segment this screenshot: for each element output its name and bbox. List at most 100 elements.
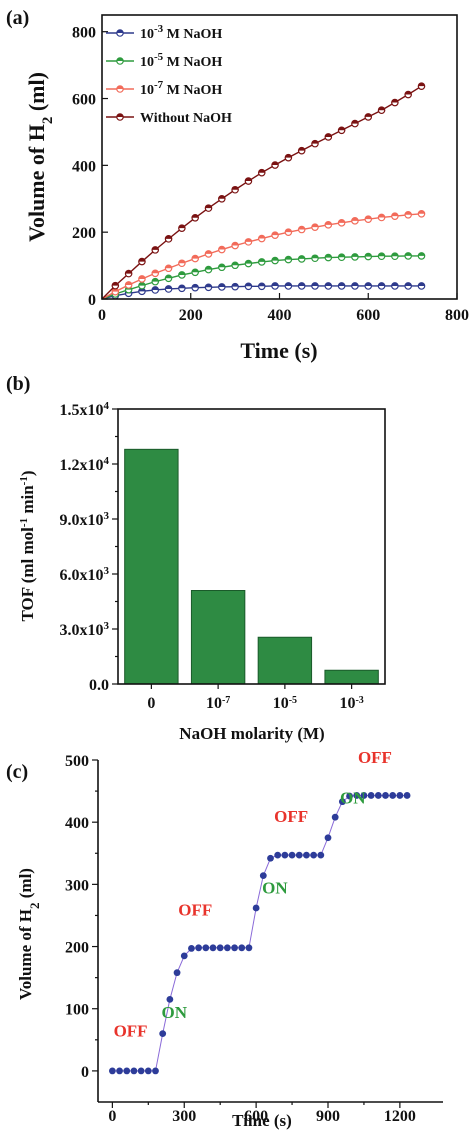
panel-a-data-point-fill bbox=[391, 212, 399, 217]
panel-a-data-point-fill bbox=[311, 255, 319, 259]
panel-a-data-point-fill bbox=[325, 221, 332, 225]
panel-a-data-point-fill bbox=[125, 270, 132, 274]
panel-c-annotation-on: ON bbox=[262, 879, 288, 898]
panel-c-series bbox=[108, 792, 411, 1075]
panel-c-annotation-off: OFF bbox=[358, 748, 392, 767]
panel-a-data-point-fill bbox=[311, 223, 319, 228]
panel-c-data-point bbox=[202, 944, 210, 952]
panel-b-frame bbox=[117, 408, 386, 685]
panel-a-data-point-fill bbox=[258, 283, 265, 287]
panel-c-x-tick-label: 600 bbox=[244, 1108, 268, 1125]
panel-a-data-point-fill bbox=[178, 224, 186, 229]
panel-c-y-tick-label: 400 bbox=[65, 815, 89, 832]
panel-a-data-point-fill bbox=[178, 271, 186, 275]
panel-a-y-tick-label: 400 bbox=[72, 158, 96, 175]
panel-a-data-point-fill bbox=[404, 282, 412, 286]
panel-c-data-point bbox=[389, 792, 397, 799]
panel-a-data-point-fill bbox=[285, 256, 292, 260]
panel-a-data-point-fill bbox=[125, 281, 132, 285]
panel-a-data-point-fill bbox=[271, 282, 279, 286]
panel-b-y-tick-label: 6.0x103 bbox=[60, 565, 110, 584]
panel-c-data-point bbox=[159, 1030, 167, 1037]
legend-label-unit: M NaOH bbox=[163, 55, 222, 70]
panel-b-x-tick-base: 10 bbox=[206, 695, 222, 712]
panel-b-x-tick-label: 10-7 bbox=[206, 695, 230, 713]
panel-b-y-tick-label: 1.5x104 bbox=[60, 400, 110, 419]
panel-c-data-point bbox=[108, 1067, 116, 1075]
panel-a-data-point-fill bbox=[205, 250, 212, 254]
panel-a-data-point-fill bbox=[218, 283, 226, 287]
panel-a-data-point-fill bbox=[138, 258, 146, 262]
legend-label-exponent: -3 bbox=[154, 23, 164, 35]
panel-a-data-point-fill bbox=[231, 283, 239, 287]
panel-b-y-tick-mantissa: 0.0 bbox=[89, 677, 109, 694]
panel-c-x-tick-label: 1200 bbox=[384, 1108, 416, 1125]
panel-a-data-point-fill bbox=[404, 211, 412, 215]
panel-c-data-point bbox=[231, 944, 238, 952]
panel-a-data-point-fill bbox=[258, 235, 265, 239]
panel-a-data-point-fill bbox=[218, 246, 226, 250]
panel-a-data-point-fill bbox=[391, 99, 399, 103]
panel-a-data-point-fill bbox=[365, 113, 372, 117]
panel-a-data-point-fill bbox=[378, 253, 385, 257]
panel-c-annotation-off: OFF bbox=[178, 900, 212, 919]
panel-c-data-point bbox=[152, 1067, 159, 1075]
panel-a-data-point-fill bbox=[311, 282, 319, 286]
panel-c-y-tick-label: 200 bbox=[65, 940, 89, 957]
panel-a-data-point-fill bbox=[218, 195, 226, 199]
panel-a-x-tick-label: 200 bbox=[179, 307, 203, 324]
panel-a-x-tick-label: 800 bbox=[445, 307, 469, 324]
panel-c-annotation-on: ON bbox=[161, 1003, 187, 1022]
panel-a-data-point-fill bbox=[152, 246, 159, 250]
panel-a-data-point-fill bbox=[404, 252, 412, 256]
panel-b-x-axis-title: NaOH molarity (M) bbox=[179, 724, 324, 743]
panel-c-annotation-off: OFF bbox=[274, 807, 308, 826]
panel-b-y-tick-exponent: 3 bbox=[104, 510, 110, 522]
panel-a-data-point-fill bbox=[311, 140, 319, 144]
panel-a-data-point-fill bbox=[325, 282, 332, 286]
panel-a-data-point-fill bbox=[258, 169, 265, 173]
panel-a-data-point-fill bbox=[365, 282, 372, 286]
panel-c-data-point bbox=[123, 1067, 131, 1075]
panel-c-data-point bbox=[396, 792, 404, 799]
panel-c-data-point bbox=[209, 944, 217, 952]
panel-c-data-point bbox=[303, 851, 310, 859]
panel-c-data-point bbox=[130, 1067, 138, 1075]
panel-a-data-point-fill bbox=[245, 260, 252, 264]
panel-a-data-point-fill bbox=[351, 253, 359, 257]
legend-label-exponent: -7 bbox=[154, 79, 164, 91]
panel-a-y-tick-label: 800 bbox=[72, 25, 96, 42]
panel-c-y-tick-label: 0 bbox=[81, 1064, 89, 1081]
panel-b-y-tick-label: 1.2x104 bbox=[60, 455, 110, 474]
panel-c-y-tick-label: 500 bbox=[65, 753, 89, 770]
panel-c-data-point bbox=[216, 944, 224, 952]
panel-c-data-point bbox=[281, 851, 289, 859]
legend-label-text: 10 bbox=[140, 83, 154, 98]
panel-a-y-tick-label: 600 bbox=[72, 92, 96, 109]
legend-label-text: 10 bbox=[140, 27, 154, 42]
panel-a-data-point-fill bbox=[338, 282, 345, 286]
panel-c-data-point bbox=[267, 854, 274, 862]
panel-c-data-point bbox=[137, 1067, 145, 1075]
panel-b-y-tick-mantissa: 9.0x10 bbox=[60, 512, 104, 529]
legend-label-text: 10 bbox=[140, 55, 154, 70]
panel-a-label: (a) bbox=[6, 7, 29, 29]
panel-b-bar bbox=[124, 448, 179, 685]
panel-a-data-point-fill bbox=[351, 217, 359, 221]
panel-b-y-tick-label: 9.0x103 bbox=[60, 510, 110, 529]
panel-c-scatter-chart: (c) 0 300 600 900 1200 0 100 200 300 400 500 OFF ON… bbox=[6, 748, 443, 1130]
panel-a-data-point-fill bbox=[112, 288, 119, 292]
panel-a-data-point-fill bbox=[191, 214, 199, 218]
panel-c-y-axis-title: Volume of H2 (ml) bbox=[16, 868, 42, 1000]
legend-label-unit: M NaOH bbox=[163, 27, 222, 42]
panel-a-data-point-fill bbox=[378, 214, 385, 218]
panel-a-ticks: 0 200 400 600 800 0 200 400 600 800 bbox=[72, 25, 469, 324]
panel-c-data-point bbox=[173, 969, 181, 977]
panel-b-x-tick-exponent: -5 bbox=[289, 695, 297, 706]
panel-c-annotation-off: OFF bbox=[114, 1022, 148, 1041]
panel-a-data-point-fill bbox=[325, 133, 332, 137]
panel-c-x-tick-label: 300 bbox=[172, 1108, 196, 1125]
